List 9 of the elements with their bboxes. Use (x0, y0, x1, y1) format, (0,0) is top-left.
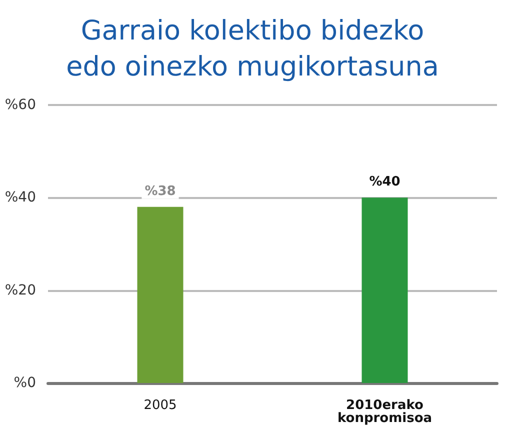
y-tick-label: %40 (4, 190, 36, 206)
data-label: %40 (369, 174, 400, 190)
y-tick-label: %0 (14, 375, 36, 391)
data-label: %38 (144, 184, 176, 199)
y-tick-label: %20 (4, 282, 36, 298)
x-tick-label: 2010erako konpromisoa (337, 398, 432, 426)
x-tick-label: 2005 (144, 398, 177, 413)
chart-title: Garraio kolektibo bidezko edo oinezko mugikortasuna (66, 16, 439, 82)
y-tick-label: %60 (4, 97, 36, 113)
